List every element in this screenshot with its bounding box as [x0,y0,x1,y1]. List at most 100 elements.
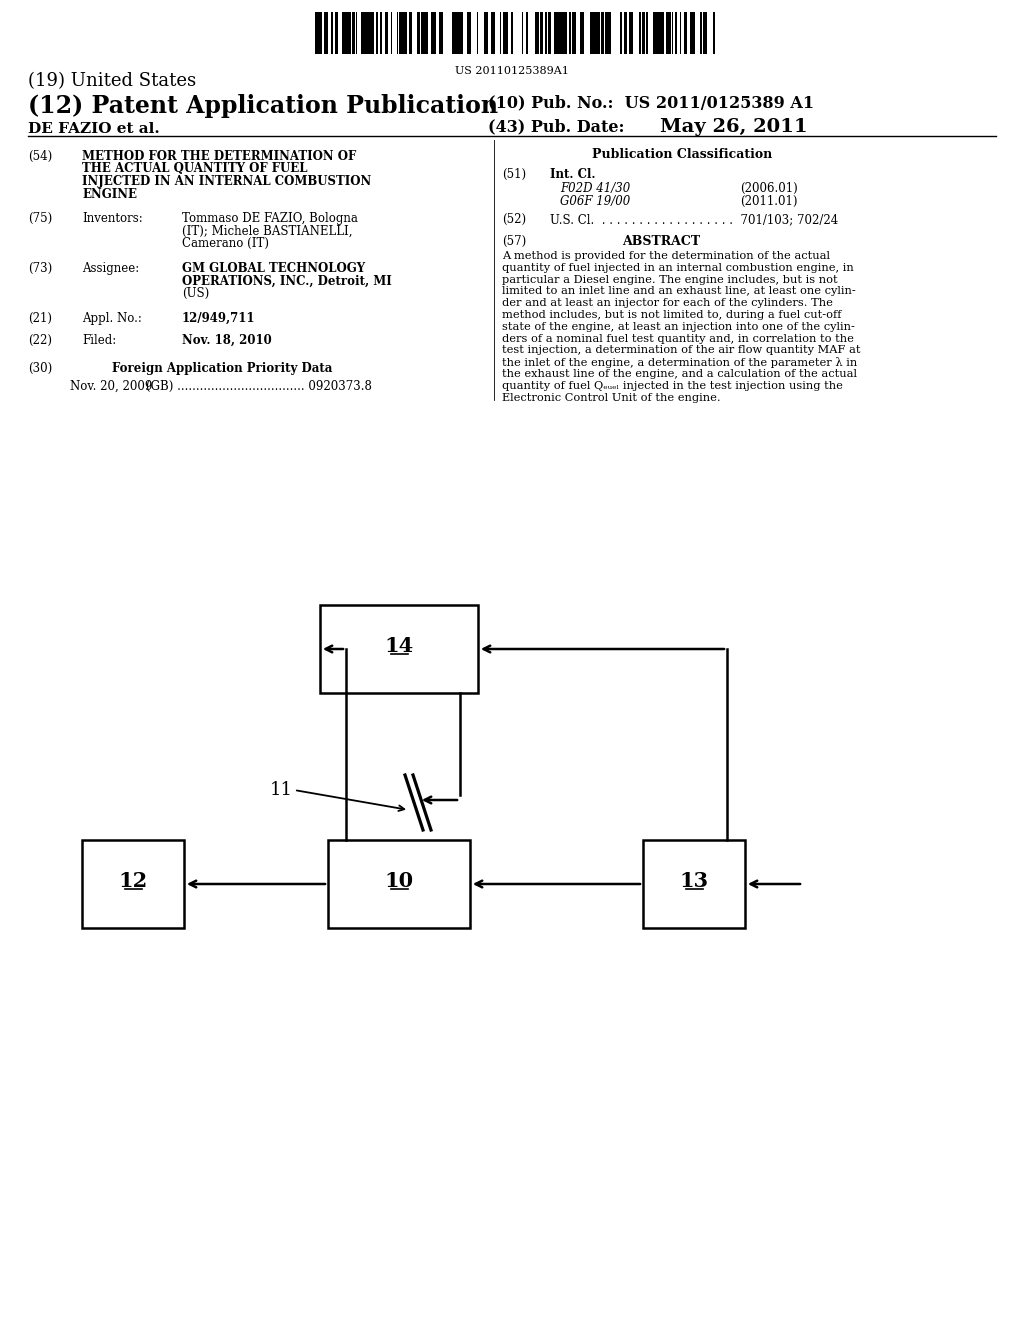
Bar [713,12,715,54]
Bar [597,12,600,54]
Bar [331,12,333,54]
Text: (IT); Michele BASTIANELLI,: (IT); Michele BASTIANELLI, [182,224,352,238]
Bar [543,12,545,54]
Bar [668,12,670,54]
Bar [459,12,461,54]
Bar [531,12,534,54]
Bar [622,12,624,54]
Bar [562,12,565,54]
Bar [414,12,417,54]
Bar [696,12,698,54]
Text: (75): (75) [28,213,52,224]
Bar [436,12,439,54]
Text: (22): (22) [28,334,52,347]
Bar [629,12,631,54]
Bar [421,12,424,54]
Bar [690,12,692,54]
Bar [687,12,690,54]
Bar [503,12,505,54]
Text: 14: 14 [384,636,414,656]
Bar [567,12,569,54]
Bar [324,12,327,54]
Text: (US): (US) [182,286,209,300]
Text: (30): (30) [28,362,52,375]
Bar [328,840,470,928]
Bar [616,12,618,54]
Bar [82,840,184,928]
Bar [339,12,342,54]
Bar [643,840,745,928]
Text: 13: 13 [680,871,709,891]
Bar [648,12,651,54]
Text: Foreign Application Priority Data: Foreign Application Priority Data [112,362,333,375]
Bar [700,12,702,54]
Bar [526,12,528,54]
Text: Inventors:: Inventors: [82,213,142,224]
Bar [681,12,683,54]
Text: Appl. No.:: Appl. No.: [82,312,142,325]
Bar [318,12,321,54]
Text: GM GLOBAL TECHNOLOGY: GM GLOBAL TECHNOLOGY [182,261,366,275]
Bar [365,12,368,54]
Bar [418,12,420,54]
Bar [478,12,480,54]
Text: Nov. 18, 2010: Nov. 18, 2010 [182,334,271,347]
Bar [528,12,531,54]
Text: (2011.01): (2011.01) [740,195,798,209]
Bar [574,12,575,54]
Bar [560,12,562,54]
Bar [590,12,592,54]
Bar [361,12,364,54]
Bar [698,12,700,54]
Bar [439,12,442,54]
Bar [508,12,511,54]
Text: 11: 11 [270,781,293,799]
Bar [565,12,567,54]
Text: (54): (54) [28,150,52,162]
Bar [352,12,355,54]
Bar [370,12,372,54]
Bar [322,12,324,54]
Bar [572,12,574,54]
Bar [488,12,490,54]
Text: particular a Diesel engine. The engine includes, but is not: particular a Diesel engine. The engine i… [502,275,838,285]
Text: (57): (57) [502,235,526,248]
Bar [551,12,554,54]
Bar [315,12,318,54]
Bar [403,12,406,54]
Bar [333,12,335,54]
Text: (51): (51) [502,168,526,181]
Bar [540,12,543,54]
Text: (21): (21) [28,312,52,325]
Bar [372,12,374,54]
Bar [580,12,583,54]
Bar [345,12,348,54]
Text: ders of a nominal fuel test quantity and, in correlation to the: ders of a nominal fuel test quantity and… [502,334,854,343]
Bar [359,12,361,54]
Text: quantity of fuel injected in an internal combustion engine, in: quantity of fuel injected in an internal… [502,263,854,273]
Bar [535,12,538,54]
Text: A method is provided for the determination of the actual: A method is provided for the determinati… [502,251,830,261]
Bar [513,12,515,54]
Text: (GB) .................................. 0920373.8: (GB) .................................. … [146,380,372,393]
Bar [523,12,526,54]
Bar [605,12,607,54]
Text: test injection, a determination of the air flow quantity MAF at: test injection, a determination of the a… [502,346,860,355]
Text: Tommaso DE FAZIO, Bologna: Tommaso DE FAZIO, Bologna [182,213,357,224]
Text: Camerano (IT): Camerano (IT) [182,238,269,249]
Text: 12: 12 [119,871,147,891]
Bar [471,12,474,54]
Bar [548,12,550,54]
Bar [380,12,382,54]
Text: May 26, 2011: May 26, 2011 [660,117,808,136]
Text: Publication Classification: Publication Classification [592,148,772,161]
Text: (10) Pub. No.:  US 2011/0125389 A1: (10) Pub. No.: US 2011/0125389 A1 [488,94,814,111]
Text: quantity of fuel Qₑᵤₑₗ injected in the test injection using the: quantity of fuel Qₑᵤₑₗ injected in the t… [502,380,843,391]
Bar [467,12,470,54]
Bar [620,12,622,54]
Bar [692,12,695,54]
Text: INJECTED IN AN INTERNAL COMBUSTION: INJECTED IN AN INTERNAL COMBUSTION [82,176,372,187]
Text: Electronic Control Unit of the engine.: Electronic Control Unit of the engine. [502,392,721,403]
Bar [639,12,641,54]
Bar [593,12,596,54]
